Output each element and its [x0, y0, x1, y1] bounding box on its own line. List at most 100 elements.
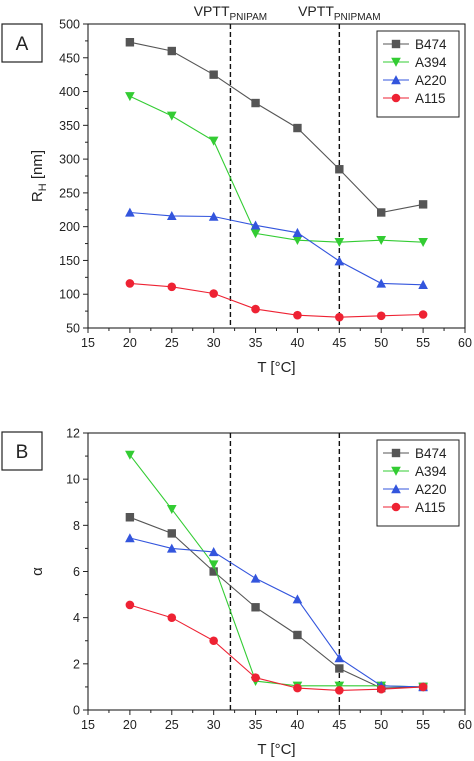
y-tick-label: 400 — [59, 85, 80, 99]
data-point — [250, 220, 261, 230]
data-point — [166, 504, 177, 515]
panel-label: A — [16, 34, 29, 55]
series-b474 — [125, 513, 428, 693]
y-tick-label: 8 — [73, 519, 80, 533]
data-point — [167, 529, 176, 538]
y-tick-label: 2 — [73, 657, 80, 671]
series-line — [129, 211, 424, 286]
data-point — [376, 311, 386, 321]
legend: B474 A394 A220 A115 — [376, 30, 460, 118]
data-point — [418, 682, 428, 692]
legend-entry-b474: B474 — [383, 446, 447, 461]
panel-label: B — [16, 442, 29, 463]
data-point — [125, 92, 135, 102]
panel-label-box — [1, 431, 43, 471]
data-point — [166, 543, 177, 553]
vptt-label: VPTTPNIPMAM — [298, 3, 380, 23]
legend-entry-a394: A394 — [383, 464, 447, 479]
data-point — [125, 533, 135, 543]
data-point — [376, 684, 386, 694]
data-point — [292, 227, 303, 237]
y-tick-label: 200 — [59, 220, 80, 234]
legend-marker — [391, 39, 401, 49]
data-point — [293, 683, 302, 693]
series-line — [129, 282, 424, 318]
legend-marker — [391, 466, 401, 476]
y-axis-label: RH [nm] — [29, 150, 49, 202]
x-axis-label: T [°C] — [257, 359, 295, 376]
x-tick-label: 20 — [123, 336, 137, 350]
vptt-label-subscript: PNIPAM — [230, 12, 268, 23]
data-point — [209, 70, 218, 79]
x-tick-label: 15 — [81, 336, 95, 350]
legend-box — [376, 439, 460, 527]
x-tick-label: 15 — [81, 718, 95, 732]
legend-marker — [391, 484, 401, 494]
x-tick-label: 45 — [332, 336, 346, 350]
data-point — [293, 630, 302, 640]
legend-label: A394 — [415, 464, 447, 479]
x-tick-label: 50 — [374, 336, 388, 350]
data-point — [292, 594, 303, 604]
series-line — [129, 41, 424, 214]
x-tick-label: 60 — [458, 718, 472, 732]
legend-marker — [391, 502, 401, 512]
x-tick-label: 30 — [207, 336, 221, 350]
series-a220 — [125, 533, 428, 692]
chart-panel-a: A 15 20 25 30 35 40 45 50 55 60 50 100 150 200 250 300 35… — [1, 3, 472, 376]
y-tick-label: 0 — [73, 704, 80, 718]
data-point — [335, 312, 344, 322]
data-point — [166, 111, 177, 121]
legend-box — [376, 30, 460, 118]
series-a394 — [125, 92, 428, 248]
y-tick-label: 10 — [66, 473, 80, 487]
legend-marker — [391, 57, 401, 67]
x-tick-label: 30 — [207, 718, 221, 732]
data-point — [292, 235, 303, 246]
legend-label: A394 — [415, 55, 447, 70]
data-point — [208, 560, 219, 570]
data-point — [335, 664, 344, 673]
series-line — [129, 537, 424, 688]
data-point — [125, 207, 135, 217]
y-axis-label-subscript: H — [37, 183, 49, 191]
data-point — [125, 38, 135, 47]
x-tick-label: 45 — [332, 718, 346, 732]
y-tick-label: 250 — [59, 186, 80, 200]
y-axis-label-unit: [nm] — [29, 150, 46, 183]
data-point — [209, 636, 218, 646]
x-tick-label: 35 — [249, 718, 263, 732]
vptt-label-subscript: PNIPMAM — [334, 12, 381, 23]
data-point — [377, 208, 386, 217]
x-tick-label: 55 — [416, 336, 430, 350]
data-point — [250, 229, 261, 239]
legend-entry-a394: A394 — [383, 55, 447, 70]
data-point — [335, 686, 344, 695]
data-point — [125, 600, 135, 610]
data-point — [334, 681, 345, 691]
legend-entry-a220: A220 — [383, 73, 447, 88]
data-point — [418, 238, 428, 248]
data-point — [251, 98, 260, 108]
y-tick-label: 50 — [66, 322, 80, 336]
y-tick-label: 4 — [73, 611, 80, 625]
vptt-label-main: VPTT — [298, 3, 334, 19]
legend-marker — [391, 448, 401, 458]
data-point — [125, 279, 135, 288]
legend-marker — [391, 93, 401, 103]
x-axis-label: T [°C] — [257, 741, 295, 758]
legend-entry-a220: A220 — [383, 482, 447, 497]
legend-label: B474 — [415, 446, 447, 461]
x-tick-label: 55 — [416, 718, 430, 732]
y-axis-label: α — [29, 567, 46, 576]
data-point — [376, 235, 387, 246]
y-axis-label-main: α — [29, 567, 46, 576]
legend-label: B474 — [415, 37, 447, 52]
x-tick-label: 50 — [374, 718, 388, 732]
data-point — [418, 279, 428, 289]
data-point — [209, 289, 218, 298]
y-tick-label: 12 — [66, 427, 80, 441]
chart-panel-b: B 15 20 25 30 35 40 45 50 55 60 0 2 4 6 8 10 12 T [°C] α B47… — [1, 427, 472, 758]
legend-label: A220 — [415, 482, 447, 497]
